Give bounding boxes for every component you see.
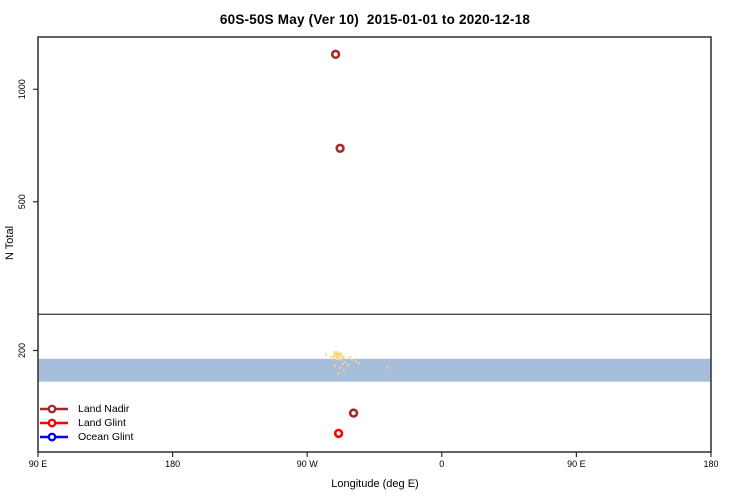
land-nadir-point	[335, 143, 345, 154]
land-nadir-point	[348, 408, 359, 418]
ocean-glint-marker-icon	[40, 432, 68, 441]
ocean-glint-band	[38, 358, 711, 382]
land-glint-point	[333, 428, 344, 439]
y-tick-label: 200	[17, 343, 27, 358]
x-axis-label: Longitude (deg E)	[331, 478, 419, 490]
yellow-speck-point	[386, 366, 389, 369]
yellow-speck-point	[351, 358, 354, 361]
yellow-speck-point	[357, 362, 360, 365]
yellow-speck-point	[334, 364, 337, 367]
legend-label: Ocean Glint	[78, 430, 134, 443]
legend-item-land-nadir: Land Nadir	[39, 402, 133, 415]
plot-border	[37, 36, 712, 453]
yellow-speck-point	[354, 360, 357, 363]
legend-item-ocean-glint: Ocean Glint	[39, 430, 133, 443]
yellow-speck-point	[329, 356, 332, 359]
yellow-speck-point	[333, 351, 339, 357]
yellow-speck-point	[338, 366, 341, 369]
legend-label: Land Glint	[78, 416, 126, 429]
yellow-speck-point	[336, 355, 341, 360]
y-tick-label: 1000	[17, 79, 27, 99]
x-tick-label: 180	[703, 459, 718, 469]
x-tick-label: 90 E	[567, 459, 586, 469]
x-tick-label: 0	[439, 459, 444, 469]
legend-item-land-glint: Land Glint	[39, 416, 133, 429]
land-glint-marker-icon	[40, 418, 68, 427]
yellow-speck-point	[341, 355, 345, 359]
land-nadir-marker-icon	[40, 404, 68, 413]
yellow-speck-point	[344, 361, 347, 364]
y-tick-label: 500	[17, 194, 27, 209]
yellow-speck-point	[332, 354, 336, 358]
x-tick-label: 180	[165, 459, 180, 469]
chart-title: 60S-50S May (Ver 10) 2015-01-01 to 2020-…	[219, 12, 531, 27]
legend: Land Nadir Land Glint Ocean Glint	[39, 402, 133, 443]
yellow-speck-point	[347, 363, 350, 366]
yellow-speck-point	[337, 352, 342, 357]
yellow-speck-point	[339, 358, 342, 361]
yellow-speck-point	[341, 363, 344, 366]
land-nadir-point	[330, 49, 341, 60]
yellow-speck-point	[337, 372, 340, 375]
y-axis-label-text: N Total	[4, 225, 16, 261]
x-tick-label: 90 E	[29, 459, 48, 469]
legend-label: Land Nadir	[78, 402, 130, 415]
x-tick-label: 90 W	[297, 459, 319, 469]
yellow-speck-point	[325, 353, 328, 356]
yellow-speck-point	[342, 369, 345, 372]
yellow-speck-point	[348, 356, 351, 359]
